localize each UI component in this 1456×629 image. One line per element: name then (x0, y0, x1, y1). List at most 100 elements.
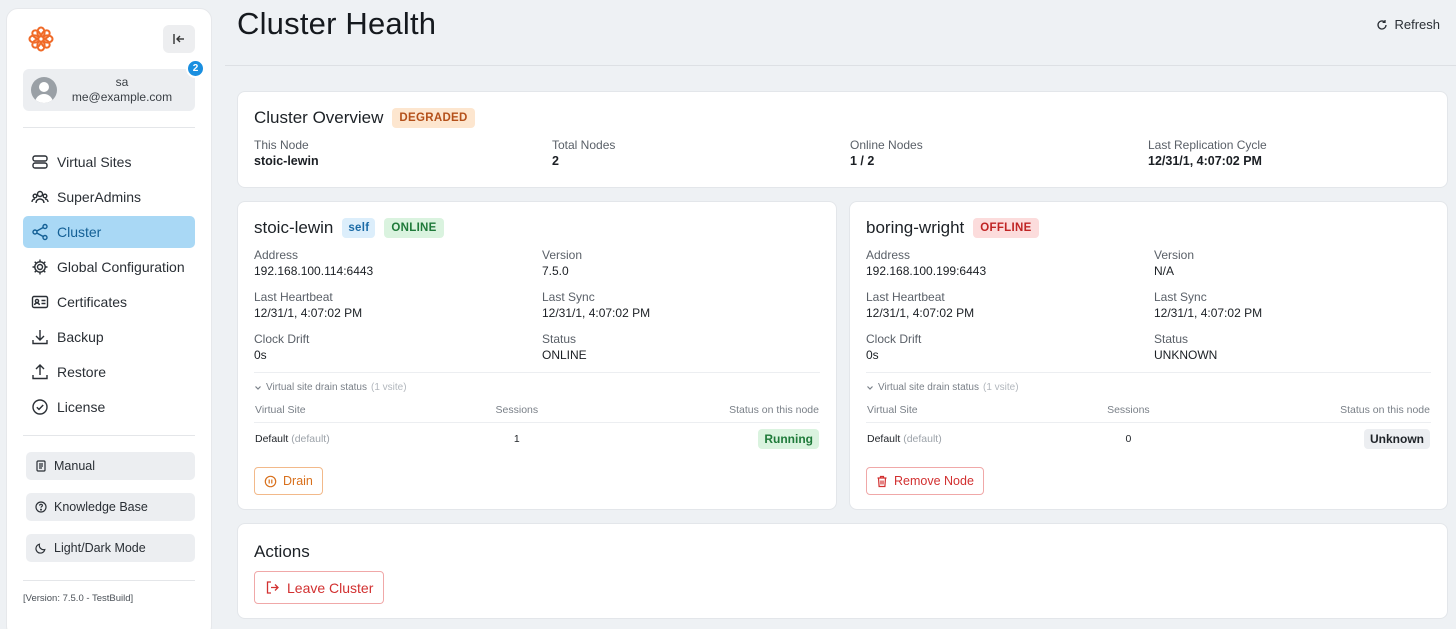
sidebar-item-superadmins[interactable]: SuperAdmins (23, 181, 195, 213)
drain-status-count: (1 vsite) (982, 382, 1019, 393)
node-status-badge: ONLINE (384, 218, 444, 238)
sessions-cell: 1 (513, 433, 520, 445)
refresh-button[interactable]: Refresh (1376, 17, 1440, 32)
sidebar-item-backup[interactable]: Backup (23, 321, 195, 353)
node-clock-drift: 0s (254, 348, 267, 362)
knowledge-base-button[interactable]: Knowledge Base (26, 493, 195, 521)
theme-toggle-button[interactable]: Light/Dark Mode (26, 534, 195, 562)
user-card[interactable]: sa me@example.com 2 (23, 59, 205, 111)
field-label: Clock Drift (254, 332, 310, 346)
node-address: 192.168.100.114:6443 (254, 264, 374, 278)
sidebar-item-label: Global Configuration (57, 259, 185, 275)
site-tag: (default) (903, 433, 942, 445)
node-sync: 12/31/1, 4:07:02 PM (1154, 306, 1263, 320)
sidebar-item-virtual-sites[interactable]: Virtual Sites (23, 146, 195, 178)
overview-field-this-node: This Node stoic-lewin (254, 138, 552, 169)
column-header: Sessions (1069, 400, 1188, 423)
site-name: Default (867, 433, 901, 445)
sidebar-item-global-configuration[interactable]: Global Configuration (23, 251, 195, 283)
chevron-down-icon (255, 385, 261, 390)
node-sync: 12/31/1, 4:07:02 PM (542, 306, 651, 320)
divider (866, 372, 1431, 373)
table-header-row: Virtual Site Sessions Status on this nod… (866, 400, 1431, 423)
divider (23, 580, 195, 581)
node-heartbeat: 12/31/1, 4:07:02 PM (254, 306, 363, 320)
user-info: sa me@example.com (57, 75, 195, 105)
node-status-badge: OFFLINE (973, 218, 1039, 238)
check-circle-icon (32, 399, 48, 415)
sidebar-item-label: Virtual Sites (57, 154, 132, 170)
sidebar-item-label: Certificates (57, 294, 128, 310)
sessions-cell: 0 (1125, 433, 1132, 445)
column-header: Status on this node (1187, 400, 1431, 423)
node-fields: Address 192.168.100.114:6443 Version 7.5.0… (254, 248, 820, 363)
trash-icon (877, 475, 887, 487)
overview-field-total-nodes: Total Nodes 2 (552, 138, 850, 169)
user-name: sa (115, 75, 129, 89)
overview-title: Cluster Overview (254, 108, 384, 127)
sidebar-item-license[interactable]: License (23, 391, 195, 423)
drain-status-toggle[interactable]: Virtual site drain status (1 vsite) (254, 382, 820, 393)
field-label: Status (542, 332, 577, 346)
download-icon (32, 330, 48, 345)
node-clock-drift: 0s (866, 348, 879, 362)
drain-button[interactable]: Drain (254, 467, 323, 495)
overview-fields: This Node stoic-lewin Total Nodes 2 Onli… (254, 138, 1431, 169)
logout-icon (266, 581, 279, 594)
collapse-sidebar-button[interactable] (163, 25, 195, 53)
help-circle-icon (35, 501, 47, 513)
field-label: Address (866, 248, 911, 262)
pause-circle-icon (264, 475, 277, 487)
node-card-stoic-lewin: stoic-lewin self ONLINE Address 192.168.1… (237, 201, 837, 510)
node-card-boring-wright: boring-wright OFFLINE Address 192.168.100… (849, 201, 1448, 510)
share-nodes-icon (32, 223, 48, 241)
refresh-label: Refresh (1394, 17, 1440, 32)
sidebar-item-label: Restore (57, 364, 107, 380)
column-header: Virtual Site (866, 400, 1070, 423)
overview-field-last-replication: Last Replication Cycle 12/31/1, 4:07:02 … (1148, 138, 1448, 169)
table-row: Default (default) 1 Running (254, 423, 820, 456)
field-label: Status (1154, 332, 1189, 346)
flower-logo-icon[interactable] (27, 25, 55, 53)
users-icon (31, 190, 49, 204)
site-status-badge: Unknown (1364, 429, 1430, 449)
node-heartbeat: 12/31/1, 4:07:02 PM (866, 306, 975, 320)
field-label: This Node (254, 138, 309, 152)
node-status-value: UNKNOWN (1154, 348, 1218, 362)
collapse-icon (173, 34, 184, 44)
field-label: Last Heartbeat (866, 290, 945, 304)
self-badge: self (342, 218, 376, 238)
divider (23, 127, 195, 128)
page-title: Cluster Health (237, 6, 437, 41)
table-header-row: Virtual Site Sessions Status on this nod… (254, 400, 820, 423)
leave-cluster-label: Leave Cluster (287, 579, 374, 596)
site-cell: Default (default) (866, 423, 1069, 456)
field-value: 1 / 2 (850, 154, 875, 168)
status-cell: Running (576, 423, 820, 456)
field-value: 2 (552, 154, 559, 168)
node-address: 192.168.100.199:6443 (866, 264, 987, 278)
notification-badge[interactable]: 2 (186, 59, 205, 78)
sidebar-item-restore[interactable]: Restore (23, 356, 195, 388)
sidebar-item-label: Cluster (57, 224, 102, 240)
drain-status-toggle[interactable]: Virtual site drain status (1 vsite) (866, 382, 1431, 393)
document-icon (36, 460, 46, 472)
sidebar-item-label: SuperAdmins (57, 189, 142, 205)
sidebar-item-label: License (57, 399, 106, 415)
chevron-down-icon (867, 385, 873, 390)
manual-button[interactable]: Manual (26, 452, 195, 480)
sidebar-item-cluster[interactable]: Cluster (23, 216, 195, 248)
status-cell: Unknown (1187, 423, 1431, 456)
remove-node-button[interactable]: Remove Node (866, 467, 984, 495)
cluster-overview-card: Cluster Overview DEGRADED This Node stoi… (237, 91, 1448, 188)
divider (254, 372, 820, 373)
remove-node-label: Remove Node (894, 474, 974, 488)
cluster-status-badge: DEGRADED (392, 108, 475, 128)
leave-cluster-button[interactable]: Leave Cluster (254, 571, 385, 604)
moon-icon (35, 543, 46, 554)
sidebar-item-certificates[interactable]: Certificates (23, 286, 195, 318)
sidebar: sa me@example.com 2 Virtual Sites SuperA… (6, 8, 212, 629)
field-label: Last Heartbeat (254, 290, 333, 304)
column-header: Virtual Site (254, 400, 458, 423)
node-version: 7.5.0 (542, 264, 569, 278)
